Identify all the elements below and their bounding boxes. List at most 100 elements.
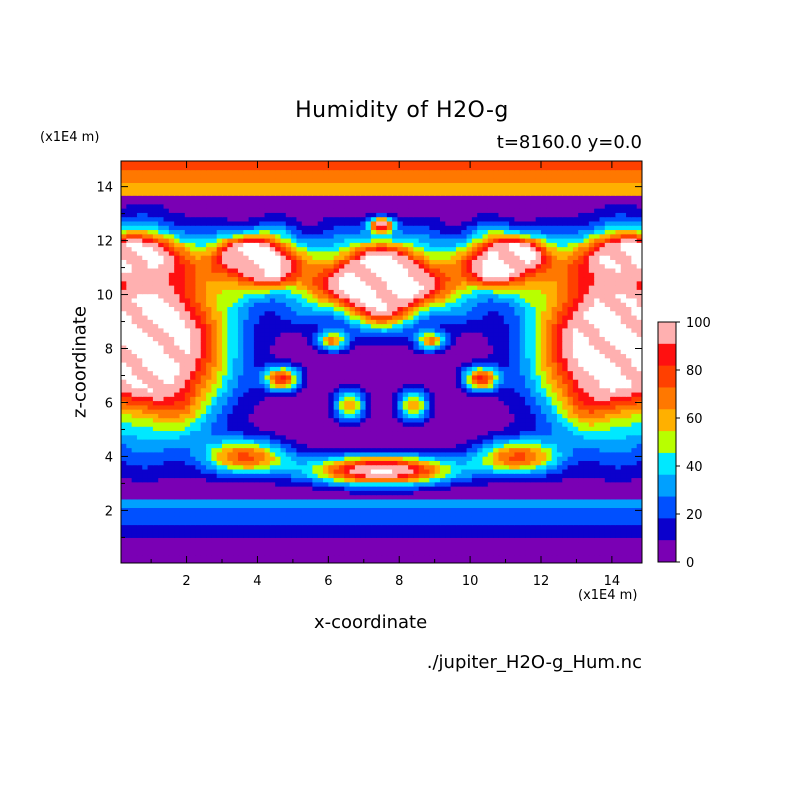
field-cell bbox=[498, 443, 505, 449]
field-cell bbox=[439, 481, 446, 487]
field-cell bbox=[620, 430, 627, 436]
field-cell bbox=[317, 357, 324, 363]
field-cell bbox=[556, 430, 563, 436]
field-cell bbox=[227, 550, 234, 556]
field-cell bbox=[482, 344, 489, 350]
field-cell bbox=[636, 498, 642, 504]
field-cell bbox=[424, 413, 430, 419]
field-cell bbox=[291, 362, 298, 367]
field-cell bbox=[610, 550, 617, 556]
field-cell bbox=[328, 374, 335, 380]
field-cell bbox=[259, 477, 266, 483]
field-cell bbox=[126, 366, 133, 372]
field-cell bbox=[525, 430, 531, 436]
field-cell bbox=[280, 396, 287, 402]
field-cell bbox=[546, 344, 553, 350]
field-cell bbox=[237, 391, 244, 397]
field-cell bbox=[338, 383, 345, 389]
field-cell bbox=[264, 438, 271, 444]
field-cell bbox=[349, 421, 356, 427]
field-cell bbox=[349, 357, 356, 363]
field-cell bbox=[556, 357, 563, 363]
field-cell bbox=[445, 447, 452, 453]
field-cell bbox=[418, 494, 425, 500]
field-cell bbox=[551, 477, 558, 483]
field-cell bbox=[291, 391, 298, 397]
field-cell bbox=[519, 443, 526, 449]
field-cell bbox=[567, 545, 574, 551]
field-cell bbox=[216, 507, 223, 513]
field-cell bbox=[588, 417, 595, 423]
field-cell bbox=[434, 498, 441, 504]
field-cell bbox=[222, 430, 228, 436]
field-cell bbox=[344, 468, 351, 474]
field-cell bbox=[285, 498, 292, 504]
field-cell bbox=[519, 370, 526, 376]
field-cell bbox=[413, 396, 420, 402]
field-cell bbox=[280, 468, 287, 474]
field-cell bbox=[354, 528, 361, 534]
field-cell bbox=[461, 374, 468, 380]
field-cell bbox=[455, 511, 462, 517]
field-cell bbox=[461, 426, 468, 432]
field-cell bbox=[503, 503, 510, 509]
field-cell bbox=[626, 447, 632, 453]
field-cell bbox=[392, 545, 399, 551]
field-cell bbox=[301, 357, 308, 363]
field-cell bbox=[179, 481, 186, 487]
field-cell bbox=[216, 464, 223, 470]
field-cell bbox=[211, 558, 218, 563]
field-cell bbox=[439, 537, 446, 543]
field-cell bbox=[307, 494, 313, 500]
field-cell bbox=[121, 550, 127, 556]
field-cell bbox=[445, 349, 452, 355]
field-cell bbox=[253, 387, 260, 393]
field-cell bbox=[190, 558, 197, 563]
field-cell bbox=[307, 383, 313, 389]
field-cell bbox=[599, 430, 606, 436]
field-cell bbox=[147, 477, 154, 483]
field-cell bbox=[131, 353, 138, 359]
field-cell bbox=[147, 520, 154, 526]
field-cell bbox=[461, 409, 468, 414]
field-cell bbox=[636, 357, 642, 363]
field-cell bbox=[370, 413, 377, 419]
field-cell bbox=[509, 417, 516, 423]
field-cell bbox=[227, 391, 234, 397]
field-cell bbox=[312, 400, 319, 406]
field-cell bbox=[477, 490, 484, 496]
field-cell bbox=[498, 515, 505, 521]
field-cell bbox=[466, 353, 473, 359]
field-cell bbox=[413, 490, 420, 496]
field-cell bbox=[349, 498, 356, 504]
field-cell bbox=[477, 379, 484, 384]
field-cell bbox=[174, 421, 181, 427]
field-cell bbox=[392, 438, 399, 444]
field-cell bbox=[248, 349, 255, 355]
field-cell bbox=[583, 374, 590, 380]
field-cell bbox=[535, 447, 542, 453]
field-cell bbox=[455, 554, 462, 560]
field-cell bbox=[269, 426, 276, 432]
field-cell bbox=[312, 537, 319, 543]
field-cell bbox=[195, 507, 202, 513]
field-cell bbox=[631, 473, 638, 479]
field-cell bbox=[471, 524, 478, 530]
field-cell bbox=[567, 447, 574, 453]
field-cell bbox=[253, 349, 260, 355]
field-cell bbox=[482, 404, 489, 410]
field-cell bbox=[626, 460, 632, 466]
field-cell bbox=[466, 464, 473, 470]
field-cell bbox=[142, 374, 149, 380]
field-cell bbox=[493, 366, 500, 372]
field-cell bbox=[269, 528, 276, 534]
field-cell bbox=[344, 486, 351, 491]
field-cell bbox=[365, 545, 372, 551]
field-cell bbox=[503, 409, 510, 414]
field-cell bbox=[408, 520, 414, 526]
field-cell bbox=[131, 447, 138, 453]
field-cell bbox=[424, 498, 430, 504]
field-cell bbox=[243, 366, 250, 372]
field-cell bbox=[174, 387, 181, 393]
field-cell bbox=[370, 460, 377, 466]
